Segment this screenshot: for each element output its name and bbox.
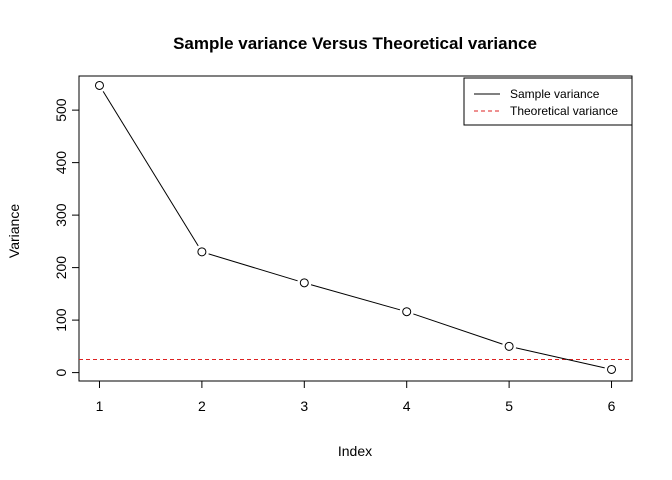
y-axis-ticks: 0 100 200 300 400 500 [53, 98, 79, 376]
series-points [94, 80, 617, 374]
y-tick-label-200: 200 [53, 256, 69, 280]
series-segment-1 [102, 91, 199, 247]
legend: Sample variance Theoretical variance [463, 77, 633, 126]
y-tick-label-0: 0 [53, 368, 69, 376]
legend-box [463, 77, 633, 126]
series-lines [102, 91, 605, 369]
legend-label-theoretical-variance: Theoretical variance [510, 104, 618, 118]
x-tick-label-2: 2 [198, 398, 206, 414]
y-axis-label: Variance [6, 204, 22, 258]
y-tick-label-300: 300 [53, 203, 69, 227]
series-segment-2 [208, 253, 298, 282]
y-tick-label-400: 400 [53, 151, 69, 175]
data-point-4 [402, 307, 412, 317]
chart-title: Sample variance Versus Theoretical varia… [173, 34, 537, 53]
x-tick-label-6: 6 [608, 398, 616, 414]
x-tick-label-4: 4 [403, 398, 411, 414]
x-axis-ticks: 1 2 3 4 5 6 [96, 381, 616, 414]
data-point-2 [197, 247, 207, 257]
data-point-1 [94, 80, 104, 90]
series-segment-3 [310, 284, 401, 311]
plot-frame [78, 75, 633, 382]
x-tick-label-5: 5 [505, 398, 513, 414]
y-tick-label-100: 100 [53, 308, 69, 332]
series-segment-4 [413, 313, 503, 345]
data-point-6 [607, 364, 617, 374]
x-tick-label-3: 3 [300, 398, 308, 414]
data-point-5 [504, 341, 514, 351]
y-tick-label-500: 500 [53, 98, 69, 122]
series-segment-5 [515, 347, 605, 369]
x-tick-label-1: 1 [96, 398, 104, 414]
data-point-3 [299, 278, 309, 288]
legend-label-sample-variance: Sample variance [510, 87, 600, 101]
x-axis-label: Index [338, 443, 372, 459]
